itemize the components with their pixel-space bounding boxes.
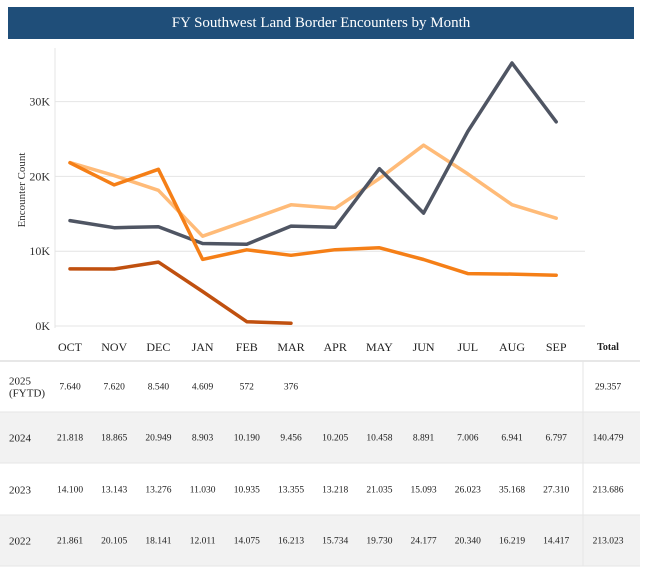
table-cell: 24.177 xyxy=(411,537,437,547)
x-tick-label: JUN xyxy=(413,340,435,354)
data-table: 2025 (FYTD) 7.640 7.620 8.540 4.609 572 376 29.3… xyxy=(0,360,640,567)
x-tick-label: SEP xyxy=(546,340,567,354)
x-tick-label: AUG xyxy=(499,340,525,354)
y-tick-label: 10K xyxy=(29,244,50,258)
x-tick-label: MAR xyxy=(277,340,304,354)
series-lines xyxy=(68,61,558,325)
table-cell: 14.100 xyxy=(57,486,83,496)
x-tick-label: APR xyxy=(324,340,347,354)
table-cell: 4.609 xyxy=(192,383,214,393)
table-row-year: 2022 xyxy=(9,536,31,548)
table-cell: 35.168 xyxy=(499,486,525,496)
table-row-year: 2025 (FYTD) xyxy=(9,376,45,400)
table-cell: 21.818 xyxy=(57,434,83,444)
year-text-line: 2024 xyxy=(9,433,32,445)
y-tick-label: 30K xyxy=(29,95,50,109)
table-cell: 12.011 xyxy=(190,537,216,547)
table-cell: 18.865 xyxy=(101,434,127,444)
grid-lines xyxy=(54,48,585,328)
table-cell: 21.861 xyxy=(57,537,83,547)
y-axis-label: Encounter Count xyxy=(16,153,28,228)
table-row-year: 2023 xyxy=(9,485,32,497)
table-cell: 7.620 xyxy=(104,383,126,393)
table-cell: 27.310 xyxy=(543,486,569,496)
x-tick-label: NOV xyxy=(101,340,127,354)
table-cell: 7.006 xyxy=(457,434,479,444)
table-cell: 14.417 xyxy=(543,537,569,547)
table-cell: 20.340 xyxy=(455,537,481,547)
table-cell: 8.891 xyxy=(413,434,435,444)
table-cell: 20.949 xyxy=(145,434,171,444)
table-cell: 14.075 xyxy=(234,537,260,547)
x-tick-label: DEC xyxy=(146,340,170,354)
year-text-line: 2025 xyxy=(9,376,32,388)
table-cell: 7.640 xyxy=(59,383,81,393)
table-row-total: 213.023 xyxy=(593,537,624,547)
table-cell: 11.030 xyxy=(190,486,216,496)
x-tick-label: MAY xyxy=(366,340,393,354)
table-cell: 20.105 xyxy=(101,537,127,547)
table-cell: 13.276 xyxy=(145,486,171,496)
table-row-total: 140.479 xyxy=(593,434,624,444)
year-text-line: (FYTD) xyxy=(9,388,45,400)
table-row-shade xyxy=(0,412,640,463)
series-line-2022 xyxy=(68,143,558,238)
table-cell: 376 xyxy=(284,383,299,393)
total-header: Total xyxy=(597,342,619,353)
y-axis: 0K 10K 20K 30K xyxy=(29,95,50,333)
x-tick-label: JUL xyxy=(457,340,478,354)
chart-title: FY Southwest Land Border Encounters by M… xyxy=(8,7,634,39)
table-cell: 10.205 xyxy=(322,434,348,444)
x-tick-label: OCT xyxy=(58,340,83,354)
table-cell: 6.797 xyxy=(546,434,568,444)
table-row-total: 29.357 xyxy=(595,383,621,393)
table-row-total: 213.686 xyxy=(593,486,624,496)
year-text-line: 2023 xyxy=(9,485,32,497)
table-cell: 15.734 xyxy=(322,537,348,547)
x-tick-label: FEB xyxy=(236,340,258,354)
table-cell: 13.143 xyxy=(101,486,127,496)
table-cell: 16.213 xyxy=(278,537,304,547)
table-cell: 9.456 xyxy=(280,434,302,444)
table-cell: 21.035 xyxy=(366,486,392,496)
table-row-backgrounds xyxy=(0,412,640,566)
table-cell: 18.141 xyxy=(145,537,171,547)
table-cell: 13.218 xyxy=(322,486,348,496)
x-axis: OCT NOV DEC JAN FEB MAR APR MAY JUN JUL AUG SEP Tota… xyxy=(58,340,619,354)
y-tick-label: 0K xyxy=(35,319,50,333)
table-cell: 13.355 xyxy=(278,486,304,496)
table-cell: 8.903 xyxy=(192,434,214,444)
table-cell: 572 xyxy=(240,383,255,393)
table-cell: 10.935 xyxy=(234,486,260,496)
table-row-shade xyxy=(0,515,640,566)
table-cell: 26.023 xyxy=(455,486,481,496)
table-cell: 8.540 xyxy=(148,383,170,393)
series-line-2023 xyxy=(68,61,558,246)
table-cell: 15.093 xyxy=(411,486,437,496)
table-cell: 10.458 xyxy=(366,434,392,444)
table-cell: 19.730 xyxy=(366,537,392,547)
table-cell: 16.219 xyxy=(499,537,525,547)
x-tick-label: JAN xyxy=(192,340,214,354)
year-text-line: 2022 xyxy=(9,536,31,548)
y-tick-label: 20K xyxy=(29,169,50,183)
table-row-year: 2024 xyxy=(9,433,32,445)
table-cell: 6.941 xyxy=(501,434,523,444)
series-line-2025 xyxy=(68,260,293,325)
series-line-2024 xyxy=(68,161,558,277)
table-cell: 10.190 xyxy=(234,434,260,444)
